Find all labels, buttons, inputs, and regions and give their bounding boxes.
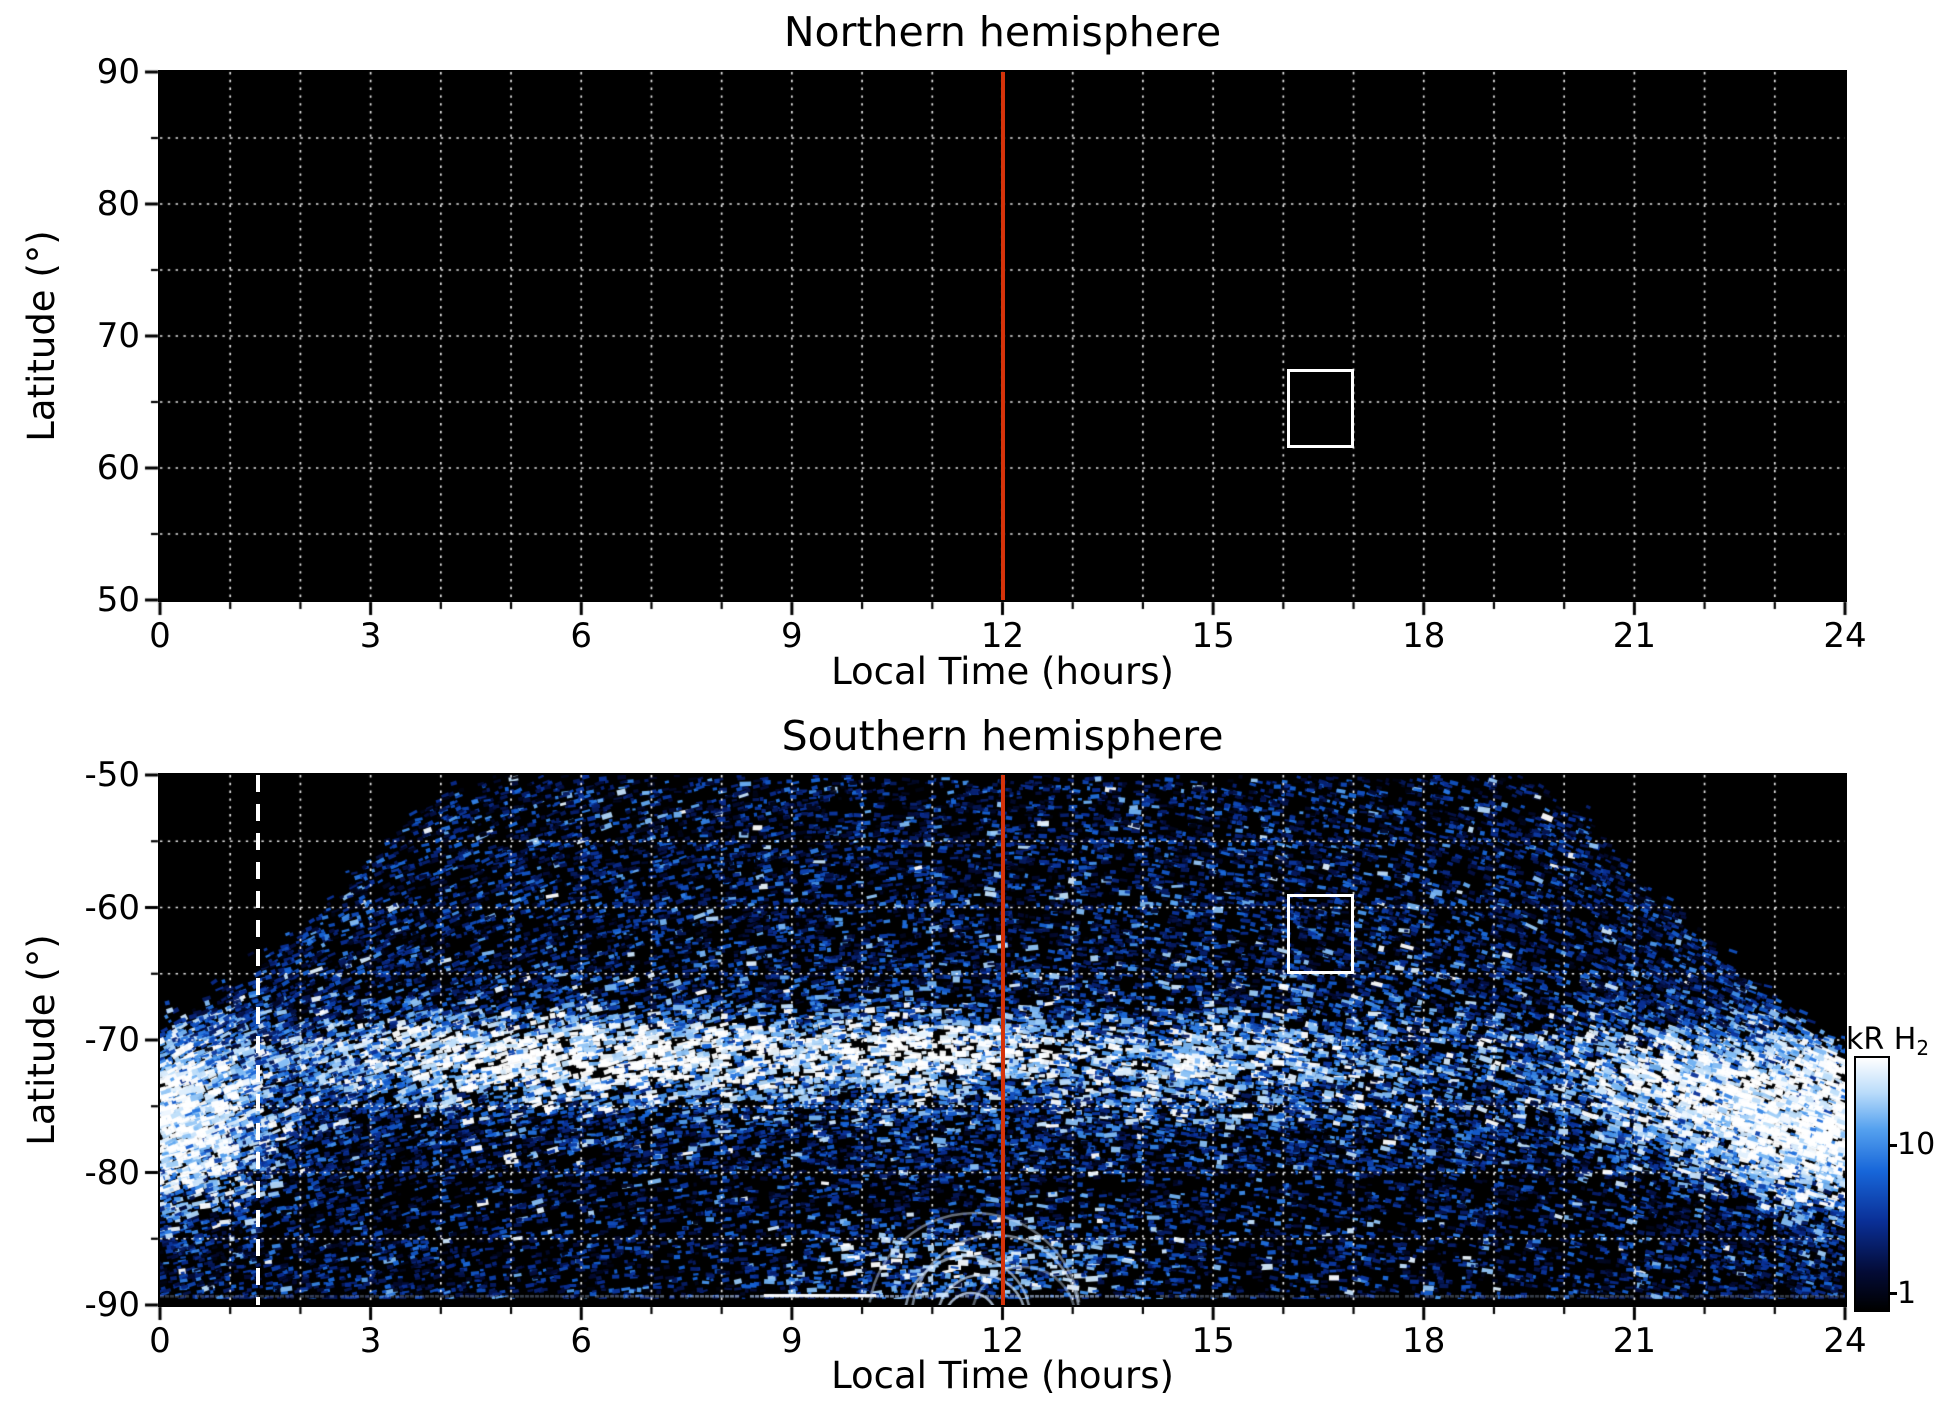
colorbar-title: kR H2 — [1846, 1022, 1929, 1060]
y-tick-label: -50 — [84, 755, 140, 795]
colorbar-tick-label: 10 — [1897, 1127, 1936, 1163]
y-tick-label: 60 — [96, 448, 140, 488]
colorbar-tick-label: 1 — [1897, 1275, 1917, 1311]
x-tick-label: 15 — [1191, 616, 1235, 656]
colorbar-tick-mark — [1888, 1292, 1897, 1296]
y-tick-label: 80 — [96, 184, 140, 224]
x-tick-label: 15 — [1191, 1321, 1235, 1361]
x-tick-label: 24 — [1823, 616, 1867, 656]
colorbar-title-main: kR H — [1846, 1022, 1917, 1057]
x-tick-label: 21 — [1612, 1321, 1656, 1361]
y-tick-label: -80 — [84, 1152, 140, 1193]
y-tick-label: -60 — [84, 887, 140, 928]
noon-meridian-line — [1000, 775, 1005, 1305]
south-panel-title: Southern hemisphere — [781, 712, 1224, 760]
noon-meridian-line — [1000, 72, 1005, 600]
x-tick-label: 6 — [570, 616, 593, 656]
north-x-axis-label: Local Time (hours) — [831, 650, 1174, 693]
highlight-region-box — [1286, 369, 1354, 449]
y-tick-label: 50 — [96, 580, 140, 620]
colorbar-title-subscript: 2 — [1916, 1036, 1930, 1060]
x-tick-label: 3 — [359, 616, 382, 656]
highlight-region-box — [1286, 894, 1354, 974]
reference-dashed-line — [256, 775, 261, 1305]
x-tick-label: 21 — [1612, 616, 1656, 656]
south-x-axis-label: Local Time (hours) — [831, 1354, 1174, 1397]
x-tick-label: 24 — [1823, 1321, 1867, 1361]
x-tick-label: 0 — [149, 616, 171, 656]
x-tick-label: 3 — [359, 1321, 382, 1361]
x-tick-label: 9 — [781, 1321, 803, 1361]
y-tick-label: 90 — [96, 52, 140, 92]
y-tick-label: 70 — [96, 316, 140, 356]
colorbar-gradient — [1854, 1056, 1890, 1312]
x-tick-label: 12 — [980, 616, 1025, 656]
x-tick-label: 9 — [781, 616, 803, 656]
x-tick-label: 12 — [980, 1321, 1025, 1361]
north-panel-title: Northern hemisphere — [783, 8, 1222, 56]
y-tick-label: -70 — [84, 1020, 140, 1060]
y-tick-label: -90 — [84, 1285, 140, 1325]
x-tick-label: 18 — [1402, 616, 1446, 656]
x-tick-label: 6 — [570, 1321, 593, 1361]
x-tick-label: 0 — [149, 1321, 171, 1361]
x-tick-label: 18 — [1402, 1321, 1446, 1361]
colorbar-tick-mark — [1888, 1143, 1897, 1147]
